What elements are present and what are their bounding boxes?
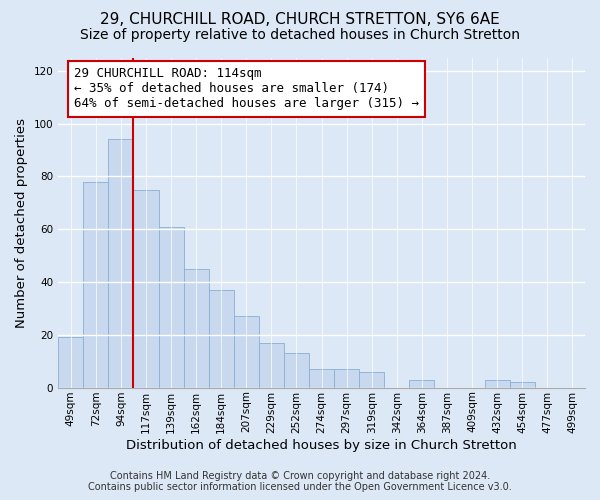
Bar xyxy=(309,369,334,388)
Bar xyxy=(133,190,158,388)
Bar xyxy=(510,382,535,388)
X-axis label: Distribution of detached houses by size in Church Stretton: Distribution of detached houses by size … xyxy=(126,440,517,452)
Y-axis label: Number of detached properties: Number of detached properties xyxy=(15,118,28,328)
Text: Size of property relative to detached houses in Church Stretton: Size of property relative to detached ho… xyxy=(80,28,520,42)
Bar xyxy=(259,343,284,388)
Bar xyxy=(58,338,83,388)
Bar xyxy=(209,290,234,388)
Text: 29, CHURCHILL ROAD, CHURCH STRETTON, SY6 6AE: 29, CHURCHILL ROAD, CHURCH STRETTON, SY6… xyxy=(100,12,500,28)
Bar xyxy=(485,380,510,388)
Bar xyxy=(334,369,359,388)
Text: Contains HM Land Registry data © Crown copyright and database right 2024.
Contai: Contains HM Land Registry data © Crown c… xyxy=(88,471,512,492)
Bar xyxy=(184,269,209,388)
Bar xyxy=(83,182,109,388)
Bar xyxy=(284,354,309,388)
Text: 29 CHURCHILL ROAD: 114sqm
← 35% of detached houses are smaller (174)
64% of semi: 29 CHURCHILL ROAD: 114sqm ← 35% of detac… xyxy=(74,68,419,110)
Bar xyxy=(158,226,184,388)
Bar xyxy=(359,372,385,388)
Bar xyxy=(409,380,434,388)
Bar xyxy=(234,316,259,388)
Bar xyxy=(109,140,133,388)
